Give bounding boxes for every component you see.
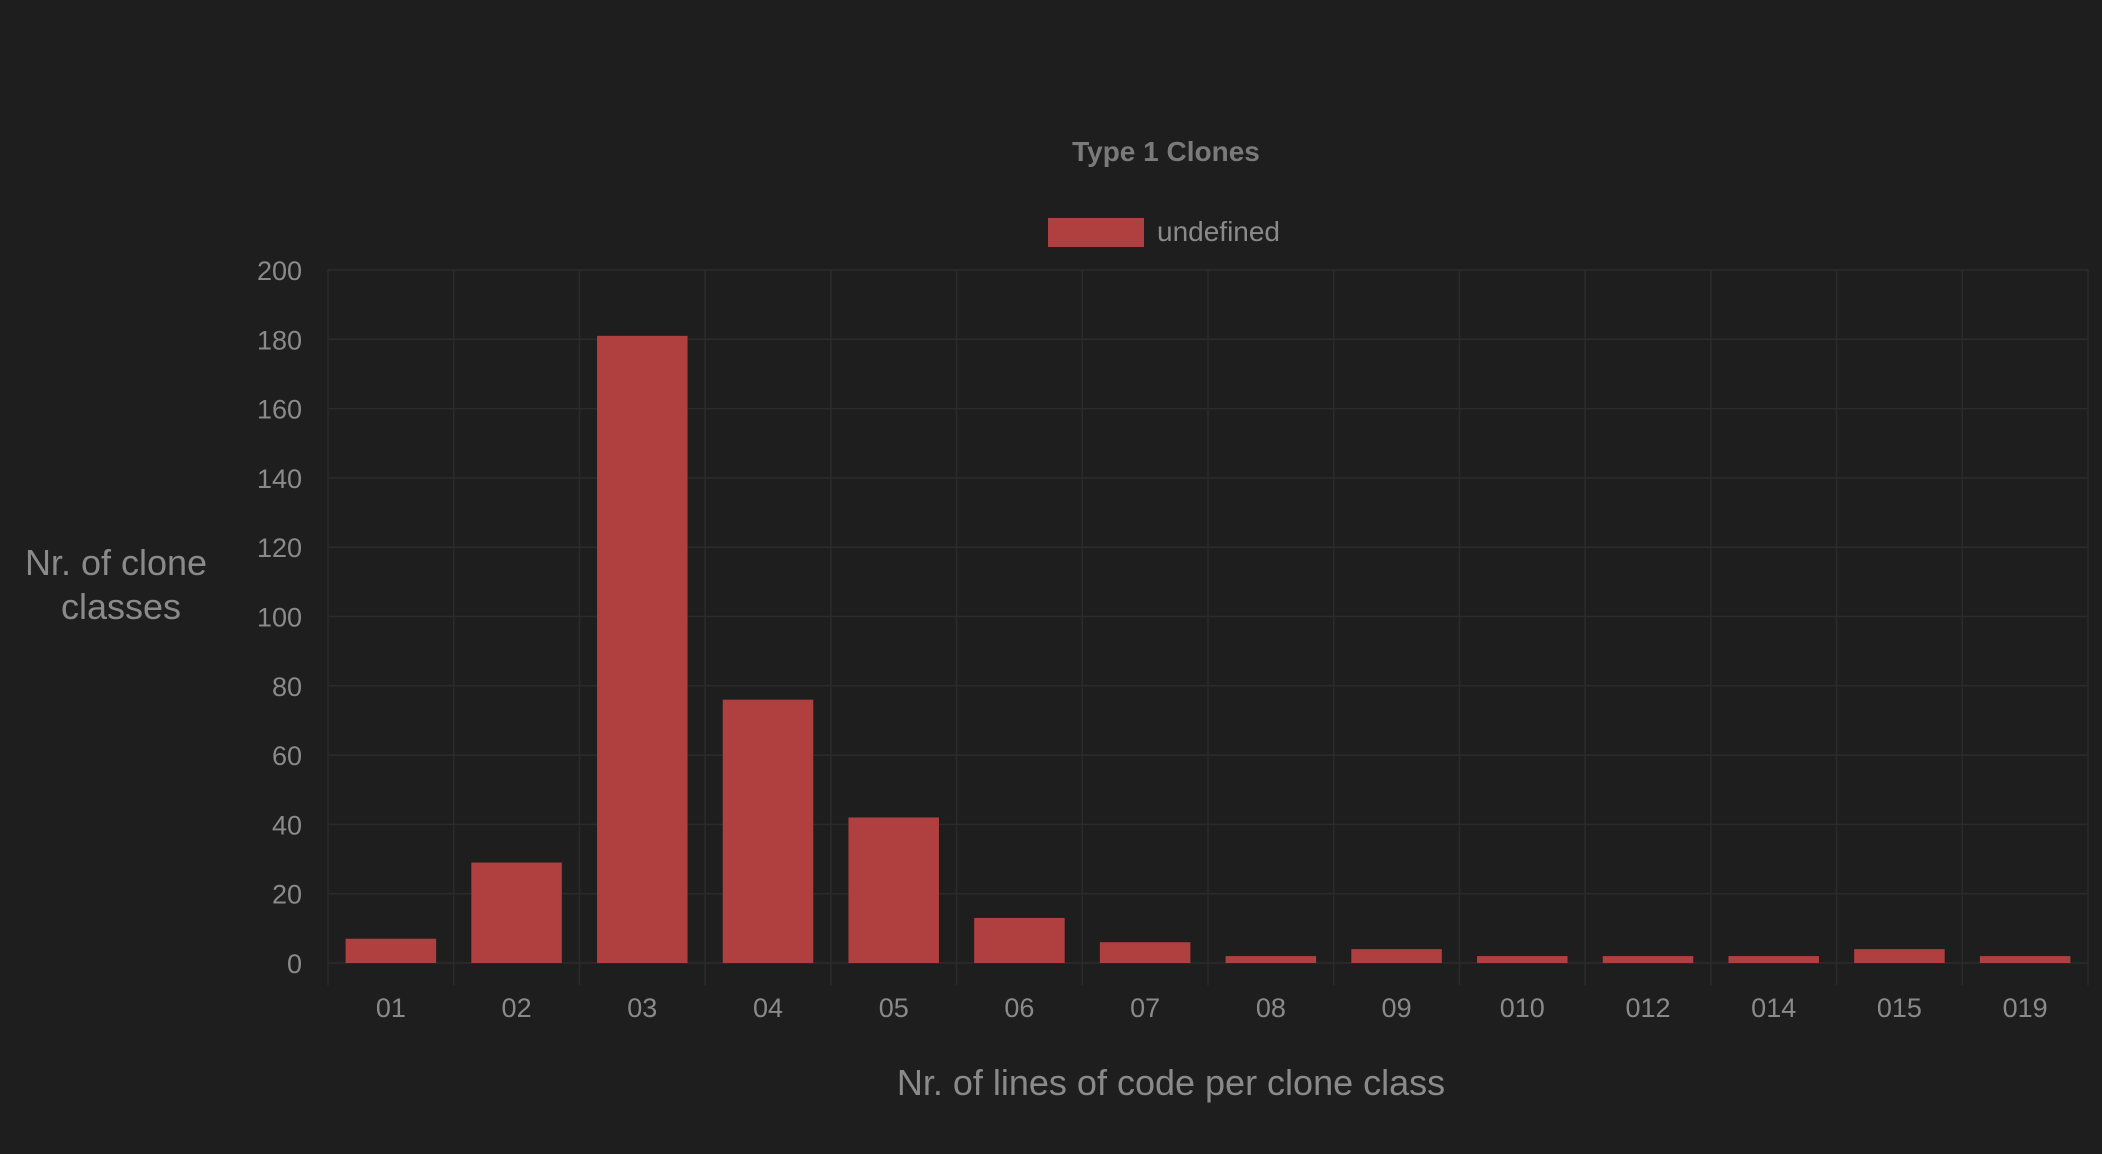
legend-swatch (1048, 218, 1144, 247)
bar-07[interactable] (1099, 942, 1191, 963)
bar-01[interactable] (345, 938, 437, 963)
y-axis-label: Nr. of clone classes (25, 542, 217, 627)
y-tick-label: 20 (272, 880, 302, 910)
y-tick-label: 80 (272, 672, 302, 702)
x-tick-label: 015 (1877, 993, 1922, 1023)
y-axis-label-line-2: classes (61, 586, 181, 627)
x-axis-label: Nr. of lines of code per clone class (897, 1062, 1445, 1103)
x-tick-label: 019 (2003, 993, 2048, 1023)
bar-02[interactable] (471, 862, 562, 963)
bar-06[interactable] (974, 917, 1065, 963)
x-tick-label: 02 (502, 993, 532, 1023)
x-tick-label: 04 (753, 993, 783, 1023)
x-tick-label: 014 (1751, 993, 1796, 1023)
bar-04[interactable] (722, 699, 814, 963)
y-tick-label: 140 (257, 464, 302, 494)
x-tick-label: 05 (879, 993, 909, 1023)
x-tick-label: 01 (376, 993, 406, 1023)
bar-012[interactable] (1602, 956, 1694, 963)
bar-019[interactable] (1979, 956, 2071, 963)
x-tick-label: 03 (627, 993, 657, 1023)
bar-015[interactable] (1854, 949, 1945, 963)
chart-title: Type 1 Clones (1072, 136, 1260, 167)
y-tick-label: 120 (257, 533, 302, 563)
x-tick-label: 08 (1256, 993, 1286, 1023)
x-tick-label: 012 (1625, 993, 1670, 1023)
y-tick-label: 0 (287, 949, 302, 979)
bar-08[interactable] (1225, 956, 1317, 963)
x-tick-label: 06 (1004, 993, 1034, 1023)
bar-010[interactable] (1477, 956, 1568, 963)
legend-label: undefined (1157, 216, 1280, 247)
legend[interactable]: undefined (1048, 216, 1280, 247)
y-axis-label-line-1: Nr. of clone (25, 542, 207, 583)
bar-014[interactable] (1728, 956, 1819, 963)
x-axis-ticks: 01 02 03 04 05 06 07 08 09 010 012 014 015 019 (376, 993, 2048, 1023)
y-tick-label: 160 (257, 395, 302, 425)
y-tick-label: 60 (272, 741, 302, 771)
bar-09[interactable] (1351, 949, 1442, 963)
bar-05[interactable] (848, 817, 939, 963)
y-tick-label: 100 (257, 603, 302, 633)
x-tick-label: 010 (1500, 993, 1545, 1023)
x-tick-label: 07 (1130, 993, 1160, 1023)
bars (345, 335, 2071, 964)
bar-03[interactable] (597, 335, 688, 964)
y-tick-label: 40 (272, 810, 302, 840)
y-tick-label: 180 (257, 325, 302, 355)
x-tick-label: 09 (1382, 993, 1412, 1023)
grid-lines (327, 269, 2089, 985)
y-axis-ticks: 0 20 40 60 80 100 120 140 160 180 200 (257, 256, 302, 979)
y-tick-label: 200 (257, 256, 302, 286)
